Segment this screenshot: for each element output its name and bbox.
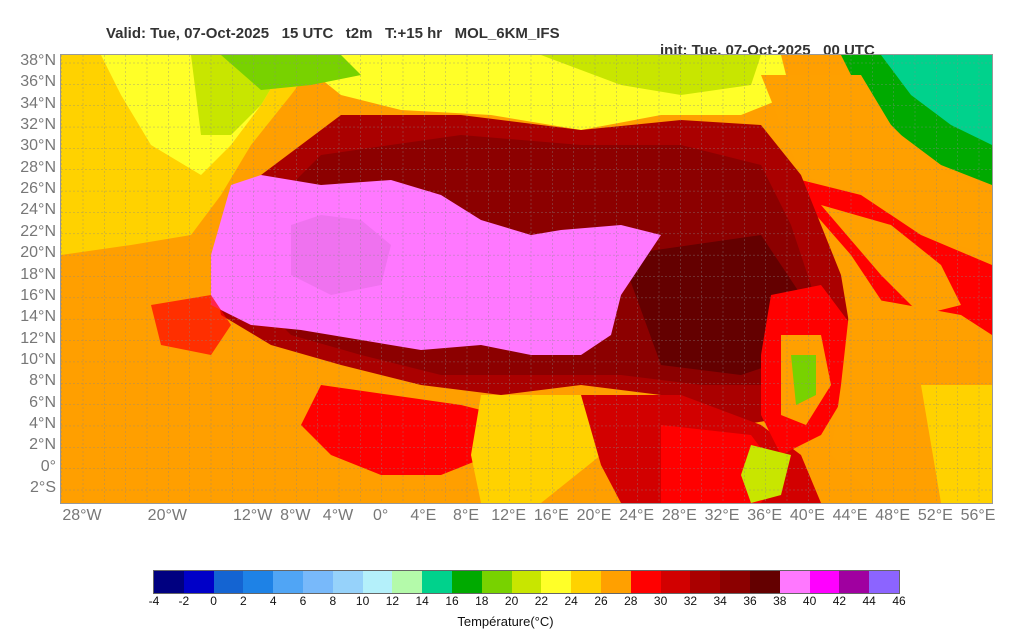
latitude-label: 32°N <box>20 116 56 134</box>
colorbar-tick-label: 26 <box>594 594 608 608</box>
latitude-label: 10°N <box>20 350 56 368</box>
colorbar-tick-label: 30 <box>653 594 668 608</box>
colorbar-tick-label: 34 <box>713 594 727 608</box>
colorbar-tick-label: 32 <box>683 594 698 608</box>
temperature-map[interactable] <box>60 54 993 504</box>
latitude-label: 38°N <box>20 52 56 69</box>
latitude-label: 2°S <box>30 479 56 496</box>
colorbar-swatch <box>869 571 899 593</box>
colorbar-tick-label: 2 <box>240 594 247 608</box>
colorbar-tick-label: 22 <box>534 594 549 608</box>
colorbar-tick-label: 20 <box>504 594 519 608</box>
latitude-label: 34°N <box>20 94 56 112</box>
colorbar-tick-label: 40 <box>802 594 817 608</box>
colorbar-swatch <box>600 571 631 593</box>
colorbar-tick-label: -4 <box>148 594 160 608</box>
latitude-label: 4°N <box>29 414 56 432</box>
latitude-label: 8°N <box>29 372 56 390</box>
longitude-label: 24°E <box>619 507 655 524</box>
colorbar-swatch <box>720 571 750 593</box>
longitude-label: 52°E <box>917 507 953 524</box>
longitude-label: 16°E <box>533 507 569 524</box>
longitude-label: 32°E <box>704 507 740 524</box>
colorbar-swatch <box>571 571 601 593</box>
longitude-label: 48°E <box>875 507 911 524</box>
latitude-label: 12°N <box>20 329 56 347</box>
colorbar-swatch <box>422 571 452 593</box>
colorbar-tick-label: 38 <box>773 594 787 608</box>
longitude-label: 28°W <box>62 507 102 524</box>
latitude-label: 0° <box>40 457 56 475</box>
longitude-label: 12°W <box>233 507 273 524</box>
temperature-field <box>61 55 992 503</box>
colorbar-swatch <box>779 571 810 593</box>
longitude-label: 28°E <box>661 507 697 524</box>
latitude-label: 36°N <box>20 73 56 91</box>
colorbar-swatch <box>630 571 661 593</box>
colorbar-swatch <box>511 571 542 593</box>
latitude-label: 22°N <box>20 222 56 240</box>
colorbar-swatch <box>332 571 363 593</box>
latitude-label: 24°N <box>20 201 56 219</box>
colorbar-tick-label: 46 <box>892 594 906 608</box>
colorbar-swatch <box>451 571 482 593</box>
colorbar-tick-label: 24 <box>564 594 578 608</box>
latitude-label: 30°N <box>20 137 56 155</box>
latitude-label: 20°N <box>20 244 56 262</box>
longitude-label: 8°W <box>280 507 311 524</box>
latitude-label: 6°N <box>29 393 56 411</box>
colorbar-tick-label: 4 <box>269 594 277 608</box>
longitude-label: 20°W <box>147 507 187 524</box>
latitude-label: 26°N <box>20 180 56 198</box>
colorbar-tick-label: 16 <box>445 594 459 608</box>
longitude-label: 44°E <box>832 507 868 524</box>
longitude-label: 8°E <box>453 507 479 524</box>
colorbar-swatch <box>213 571 244 593</box>
temperature-colorbar <box>153 570 900 594</box>
colorbar-tick-label: 44 <box>862 594 876 608</box>
longitude-label: 40°E <box>789 507 825 524</box>
colorbar-tick-label: -2 <box>178 594 190 608</box>
colorbar-swatch <box>690 571 721 593</box>
colorbar-swatch <box>809 571 840 593</box>
longitude-label: 12°E <box>491 507 527 524</box>
colorbar-swatch <box>273 571 303 593</box>
colorbar-swatch <box>749 571 780 593</box>
colorbar-swatch <box>392 571 423 593</box>
colorbar-swatch <box>302 571 333 593</box>
colorbar-tick-label: 12 <box>385 594 400 608</box>
colorbar-swatch <box>481 571 512 593</box>
colorbar-tick-label: 10 <box>355 594 370 608</box>
valid-time-label: Valid: Tue, 07-Oct-2025 15 UTC t2m T:+15… <box>106 25 560 42</box>
longitude-label: 4°E <box>410 507 437 524</box>
longitude-label: 4°W <box>322 507 354 524</box>
colorbar-tick-label: 14 <box>415 594 429 608</box>
longitude-label: 0° <box>373 507 389 524</box>
colorbar-swatch <box>154 571 184 593</box>
latitude-label: 14°N <box>20 308 56 326</box>
latitude-label: 28°N <box>20 158 56 176</box>
colorbar-tick-label: 8 <box>329 594 337 608</box>
colorbar-swatch <box>541 571 572 593</box>
colorbar-tick-label: 28 <box>624 594 638 608</box>
latitude-label: 18°N <box>20 265 56 283</box>
colorbar-label: Température(°C) <box>457 614 554 629</box>
colorbar-swatch <box>362 571 393 593</box>
longitude-label: 56°E <box>960 507 996 524</box>
colorbar-swatch <box>243 571 274 593</box>
colorbar-tick-label: 36 <box>743 594 757 608</box>
colorbar-swatch <box>839 571 870 593</box>
colorbar-tick-label: 6 <box>299 594 307 608</box>
longitude-label: 20°E <box>576 507 612 524</box>
colorbar-swatch <box>183 571 214 593</box>
latitude-label: 16°N <box>20 286 56 304</box>
colorbar-swatch <box>660 571 691 593</box>
colorbar-tick-label: 18 <box>475 594 489 608</box>
map-title: Valid: Tue, 07-Oct-2025 15 UTC t2m T:+15… <box>0 8 1011 59</box>
longitude-label: 36°E <box>747 507 783 524</box>
colorbar-tick-label: 42 <box>832 594 847 608</box>
latitude-label: 2°N <box>29 436 56 454</box>
colorbar-tick-label: 0 <box>210 594 217 608</box>
